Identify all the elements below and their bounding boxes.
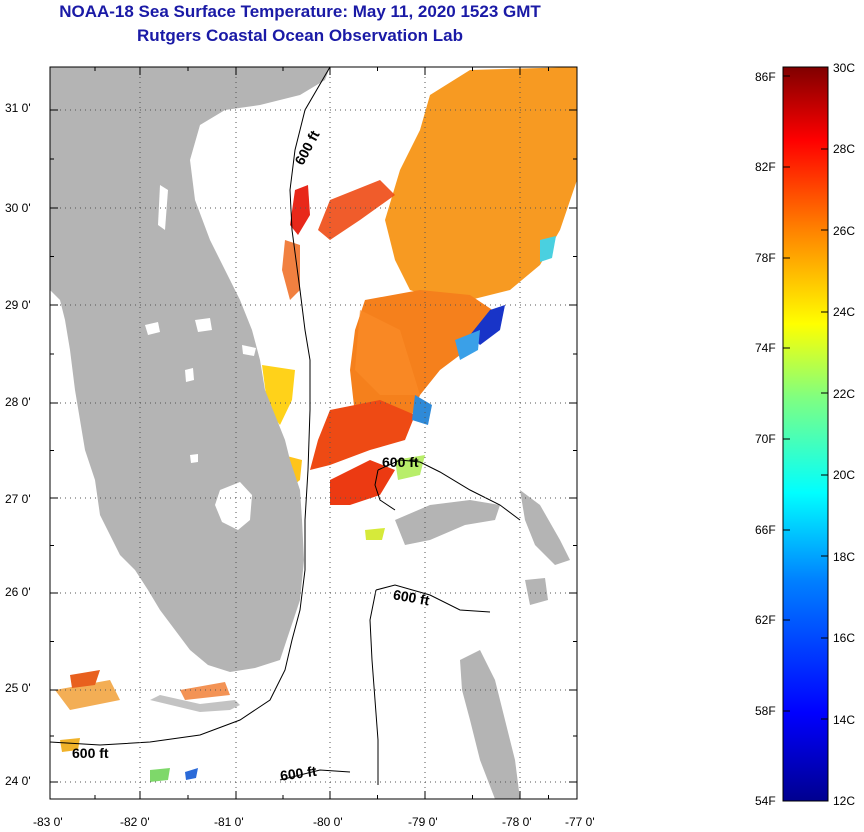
c-label: 14C: [833, 713, 856, 727]
lake-okeechobee: [215, 482, 252, 530]
c-label: 30C: [833, 61, 856, 75]
lon-label: -81 0': [214, 815, 244, 829]
lat-label: 31 0': [5, 101, 31, 115]
contour-label-2: 600 ft: [382, 454, 419, 470]
c-label: 20C: [833, 468, 856, 482]
lat-label: 30 0': [5, 201, 31, 215]
c-label: 16C: [833, 631, 856, 645]
lat-label: 24 0': [5, 774, 31, 788]
contour-label-5: 600 ft: [279, 763, 318, 784]
f-label: 86F: [755, 70, 776, 84]
title-line-2: Rutgers Coastal Ocean Observation Lab: [137, 26, 463, 45]
depth-contours: [50, 67, 521, 785]
c-label: 22C: [833, 387, 856, 401]
inland-lakes: [145, 185, 256, 463]
f-label: 70F: [755, 432, 776, 446]
lon-label: -78 0': [502, 815, 532, 829]
f-label: 66F: [755, 523, 776, 537]
c-label: 12C: [833, 794, 856, 808]
lat-label: 25 0': [5, 681, 31, 695]
berry-islands: [525, 578, 548, 605]
contour-label-3: 600 ft: [392, 586, 431, 608]
contour-label-4: 600 ft: [72, 745, 109, 761]
lat-label: 29 0': [5, 298, 31, 312]
c-label: 26C: [833, 224, 856, 238]
florida-keys: [150, 695, 240, 712]
c-label: 24C: [833, 305, 856, 319]
lon-label: -83 0': [33, 815, 63, 829]
lon-label: -80 0': [313, 815, 343, 829]
lat-label: 27 0': [5, 492, 31, 506]
lat-label: 28 0': [5, 395, 31, 409]
colorbar-ticks: [783, 66, 828, 802]
map-grid: [50, 67, 577, 799]
andros-land: [460, 650, 520, 799]
lon-label: -79 0': [408, 815, 438, 829]
lon-label: -82 0': [120, 815, 150, 829]
grand-bahama-land: [395, 500, 500, 545]
abaco-land: [520, 490, 570, 565]
f-label: 74F: [755, 341, 776, 355]
f-label: 58F: [755, 704, 776, 718]
f-label: 82F: [755, 160, 776, 174]
colorbar: [782, 66, 829, 802]
title-line-1: NOAA-18 Sea Surface Temperature: May 11,…: [59, 2, 541, 21]
map-ticks: [49, 67, 578, 799]
c-label: 28C: [833, 142, 856, 156]
f-label: 78F: [755, 251, 776, 265]
map-frame: [49, 66, 578, 800]
f-label: 62F: [755, 613, 776, 627]
lon-label: -77 0': [565, 815, 595, 829]
lat-label: 26 0': [5, 585, 31, 599]
c-label: 18C: [833, 550, 856, 564]
f-label: 54F: [755, 794, 776, 808]
